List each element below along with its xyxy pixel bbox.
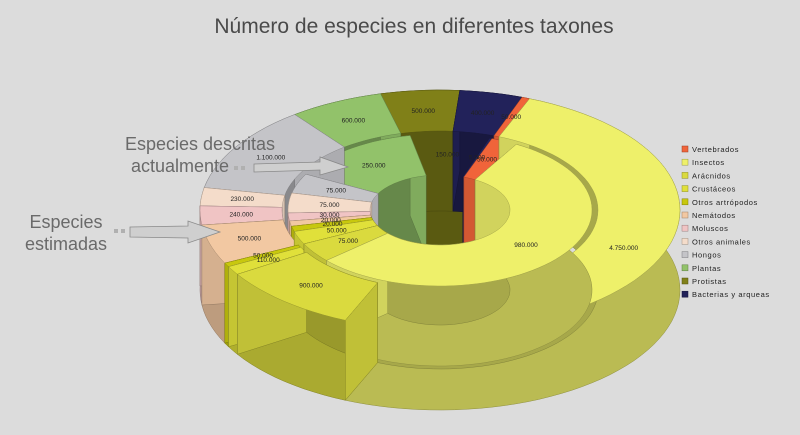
- slice-top-face: [224, 244, 302, 267]
- data-label: 980.000: [514, 242, 538, 249]
- slice-top-face: [203, 114, 345, 196]
- legend-swatch: [681, 224, 689, 232]
- data-label: 240.000: [229, 212, 253, 219]
- callout-described-dot: [241, 166, 245, 170]
- data-label: 600.000: [342, 117, 366, 124]
- data-label: 50.000: [253, 253, 273, 260]
- data-label: 500.000: [412, 108, 436, 115]
- data-label: 400.000: [471, 110, 495, 117]
- slice-top-face: [293, 219, 378, 245]
- callout-estimated-line2: estimadas: [25, 234, 107, 254]
- legend-label: Otros artrópodos: [692, 198, 758, 207]
- data-label: 20.000: [321, 217, 341, 224]
- callout-estimated-dot: [114, 229, 118, 233]
- data-label: 75.000: [338, 238, 358, 245]
- data-label: 50.000: [501, 114, 521, 121]
- legend-label: Hongos: [692, 251, 721, 260]
- legend-swatch: [681, 264, 689, 272]
- callout-described-line2: actualmente: [131, 156, 229, 176]
- data-label: 150.000: [436, 152, 460, 159]
- slice-top-face: [199, 205, 284, 226]
- slice-top-face: [289, 214, 372, 227]
- legend-label: Otros animales: [692, 237, 751, 246]
- data-label: 4.750.000: [609, 245, 638, 252]
- slices-layer: [199, 89, 681, 411]
- legend-label: Nemátodos: [692, 211, 736, 220]
- data-label: 250.000: [362, 163, 386, 170]
- legend-swatch: [681, 277, 689, 285]
- data-label: 75.000: [320, 202, 340, 209]
- legend-swatch: [681, 158, 689, 166]
- slice-top-face: [291, 173, 379, 203]
- legend-swatch: [681, 211, 689, 219]
- chart-title: Número de especies en diferentes taxones: [214, 15, 613, 38]
- data-label: 900.000: [299, 283, 323, 290]
- legend-swatch: [681, 238, 689, 245]
- data-label: 230.000: [230, 196, 254, 203]
- legend-swatch: [681, 290, 689, 298]
- data-label: 110.000: [257, 257, 280, 264]
- legend-swatch: [681, 185, 689, 192]
- slice-described-1: [325, 143, 593, 367]
- legend-label: Moluscos: [692, 224, 728, 233]
- legend-label: Plantas: [692, 264, 721, 273]
- slice-top-face: [287, 192, 373, 214]
- legend-label: Vertebrados: [692, 145, 739, 154]
- data-label: 1.100.000: [256, 155, 285, 162]
- slice-estimated-2: [236, 251, 379, 401]
- slice-top-face: [201, 219, 299, 264]
- callout-estimated-line1: Especies: [29, 212, 102, 232]
- callout-described: Especies descritas actualmente: [125, 134, 350, 176]
- slice-top-face: [303, 225, 389, 261]
- slice-top-face: [199, 187, 286, 208]
- legend-label: Arácnidos: [692, 171, 731, 180]
- callout-estimated-arrow: [129, 220, 222, 244]
- data-label: 75.000: [326, 188, 346, 195]
- callout-described-dot: [234, 166, 238, 170]
- legend-swatch: [681, 145, 689, 153]
- legend-swatch: [681, 172, 689, 179]
- legend-label: Crustáceos: [692, 185, 736, 194]
- slice-top-face: [236, 252, 379, 321]
- data-label: 50.000: [327, 227, 347, 234]
- legend-label: Bacterias y arqueas: [692, 290, 770, 299]
- legend-swatch: [681, 251, 689, 258]
- slice-top-face: [325, 144, 593, 287]
- legend-label: Insectos: [692, 158, 725, 167]
- legend-label: Protistas: [692, 277, 727, 286]
- data-label: 50.000: [477, 157, 497, 164]
- slice-top-face: [287, 211, 372, 222]
- data-label: 30.000: [320, 212, 340, 219]
- data-label: 5.000: [469, 155, 486, 162]
- data-label: 500.000: [238, 236, 262, 243]
- callout-estimated-dot: [121, 229, 125, 233]
- slice-top-face: [294, 93, 402, 148]
- callout-estimated: Especies estimadas: [25, 212, 222, 254]
- legend-swatch: [681, 198, 689, 206]
- data-label: 20.000: [323, 221, 343, 228]
- legend: Vertebrados Insectos Arácnidos Crustáceos Ot…: [681, 145, 770, 299]
- callout-described-arrow: [253, 156, 350, 176]
- callout-described-line1: Especies descritas: [125, 134, 275, 154]
